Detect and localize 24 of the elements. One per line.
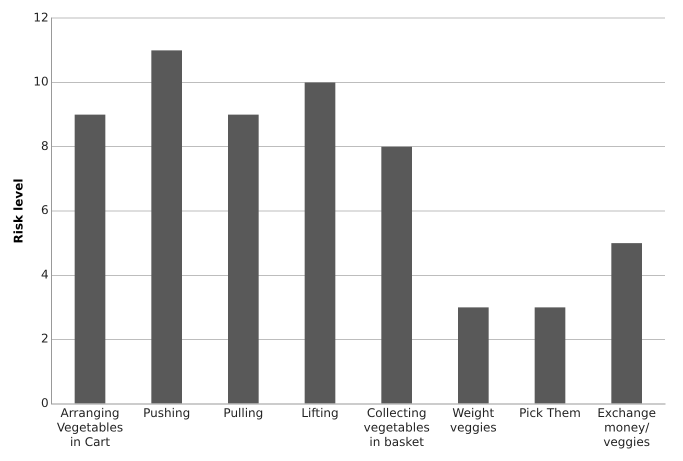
y-tick-label: 2 [41, 332, 49, 346]
bar [534, 307, 566, 404]
y-tick-label: 0 [41, 396, 49, 410]
bar [304, 82, 336, 404]
x-tick-label: Pick Them [519, 406, 581, 420]
bar [74, 114, 106, 404]
y-tick-label: 12 [33, 10, 49, 24]
bar [611, 243, 642, 404]
bar [228, 114, 259, 404]
y-tick-label: 8 [41, 138, 49, 153]
x-tick-label: Arranging Vegetables in Cart [56, 406, 124, 449]
y-tick-label: 6 [41, 203, 49, 218]
y-tick-label: 4 [41, 267, 49, 282]
bar [458, 307, 489, 404]
x-tick-label: Collecting vegetables in basket [364, 406, 430, 449]
x-tick-label: Pushing [143, 406, 190, 420]
bar [151, 50, 182, 404]
x-tick-label: Pulling [223, 406, 264, 420]
x-tick-label: Exchange money/ veggies [597, 406, 656, 449]
x-tick-label: Lifting [301, 406, 339, 420]
y-axis-title: Risk level [11, 178, 26, 244]
bar [381, 146, 412, 404]
x-tick-label: Weight veggies [450, 406, 497, 435]
y-tick-label: 10 [33, 74, 49, 89]
